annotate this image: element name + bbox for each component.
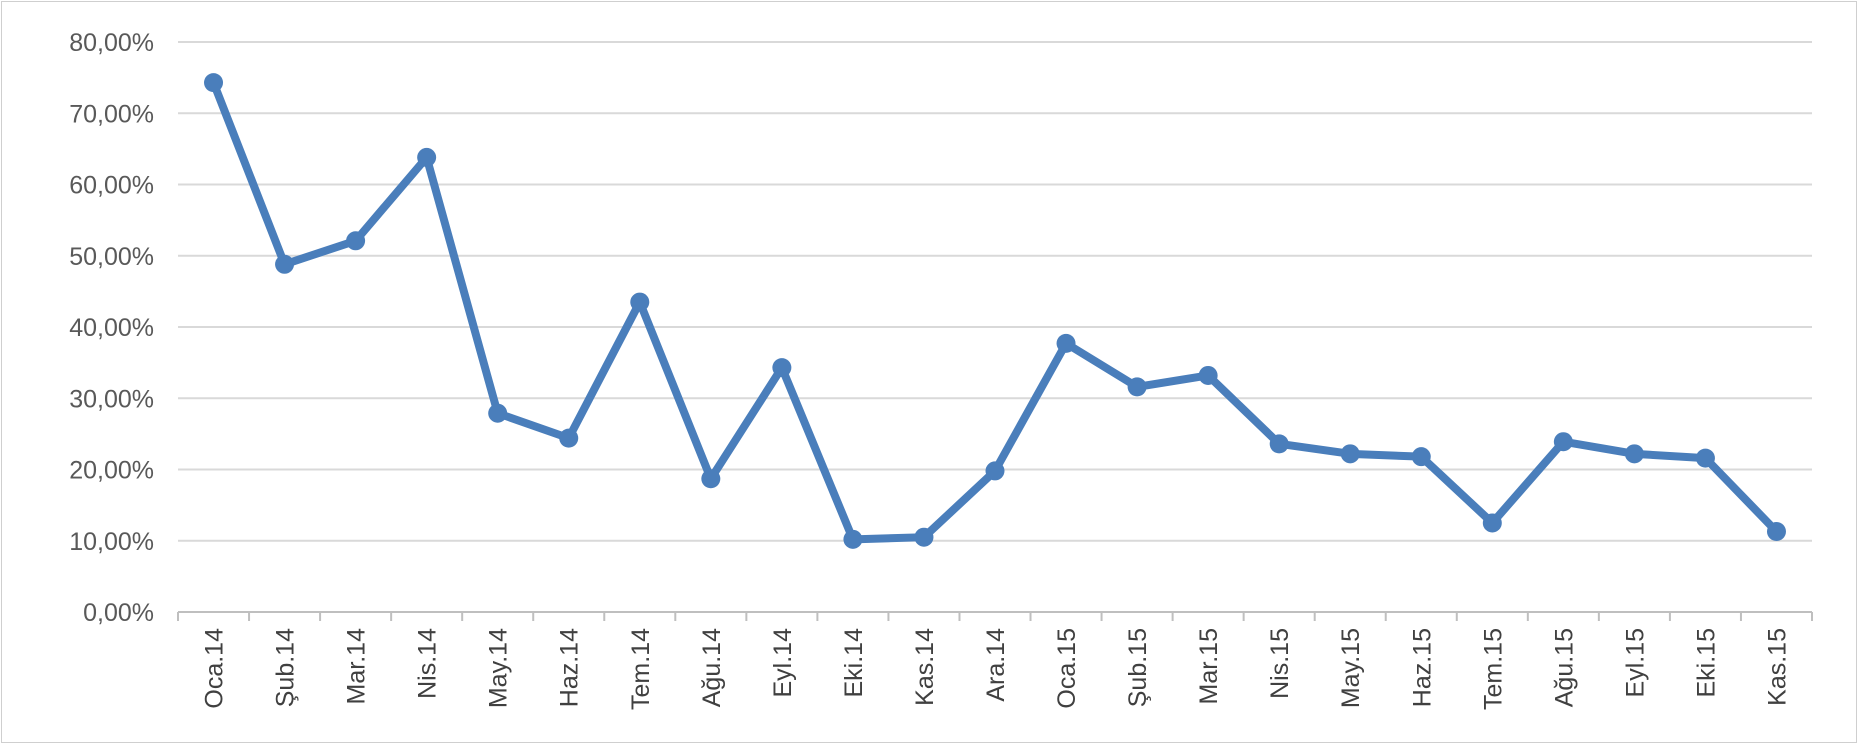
data-point <box>843 529 863 549</box>
x-tick-label: Nis.14 <box>414 628 442 699</box>
data-point <box>417 147 437 167</box>
y-tick-label: 0,00% <box>83 599 154 627</box>
data-point <box>985 461 1005 481</box>
y-tick-label: 10,00% <box>69 528 154 556</box>
data-point <box>772 358 792 378</box>
x-tick-label: Haz.15 <box>1408 628 1436 707</box>
data-point <box>1411 447 1431 467</box>
data-point <box>701 469 721 489</box>
x-tick-label: Oca.15 <box>1053 628 1081 709</box>
data-point <box>1624 444 1644 464</box>
x-axis <box>177 611 1813 621</box>
x-tick-label: May.14 <box>485 628 513 708</box>
data-point <box>1269 434 1289 454</box>
data-point <box>275 254 295 274</box>
y-tick-label: 50,00% <box>69 243 154 271</box>
series-layer <box>204 73 1786 549</box>
x-tick-label: Oca.14 <box>201 628 229 709</box>
x-tick-label: Kas.15 <box>1763 628 1791 706</box>
x-tick-label: Kas.14 <box>911 628 939 706</box>
data-point <box>1482 513 1502 533</box>
data-point <box>1056 333 1076 353</box>
data-point <box>914 527 934 547</box>
x-tick-label: Tem.14 <box>627 628 655 710</box>
data-point <box>559 428 579 448</box>
x-tick-label: Eyl.15 <box>1621 628 1649 697</box>
x-tick-label: Ağu.14 <box>698 628 726 707</box>
x-tick-label: Ağu.15 <box>1550 628 1578 707</box>
data-point <box>204 73 224 93</box>
x-tick-label: Mar.14 <box>343 628 371 705</box>
data-point <box>488 403 508 423</box>
x-axis-tick-labels: Oca.14 Şub.14 Mar.14 Nis.14 May.14 Haz.14 Tem.… <box>201 628 1792 710</box>
x-tick-label: Mar.15 <box>1195 628 1223 704</box>
x-tick-label: May.15 <box>1337 628 1365 708</box>
y-tick-label: 60,00% <box>69 172 154 200</box>
data-point <box>1198 365 1218 385</box>
y-axis-tick-labels: 0,00% 10,00% 20,00% 30,00% 40,00% 50,00% 60,00… <box>69 29 154 627</box>
data-point <box>1127 377 1147 397</box>
x-tick-label: Ara.14 <box>982 628 1010 702</box>
data-point <box>1766 521 1786 541</box>
x-tick-label: Tem.15 <box>1479 628 1507 710</box>
x-tick-label: Nis.15 <box>1266 628 1294 699</box>
y-tick-label: 70,00% <box>69 100 154 128</box>
data-point <box>1340 444 1360 464</box>
data-point <box>1695 448 1715 468</box>
y-tick-label: 80,00% <box>69 29 154 57</box>
y-tick-label: 40,00% <box>69 314 154 342</box>
y-tick-label: 20,00% <box>69 457 154 485</box>
data-point <box>346 231 366 251</box>
data-point <box>630 292 650 312</box>
x-tick-label: Haz.14 <box>556 628 584 707</box>
x-tick-label: Şub.14 <box>272 628 300 707</box>
x-tick-label: Şub.15 <box>1124 628 1152 707</box>
data-point <box>1553 432 1573 452</box>
y-tick-label: 30,00% <box>69 385 154 413</box>
x-tick-label: Eyl.14 <box>769 628 797 698</box>
x-tick-label: Eki.14 <box>840 628 868 698</box>
x-tick-label: Eki.15 <box>1692 628 1720 697</box>
